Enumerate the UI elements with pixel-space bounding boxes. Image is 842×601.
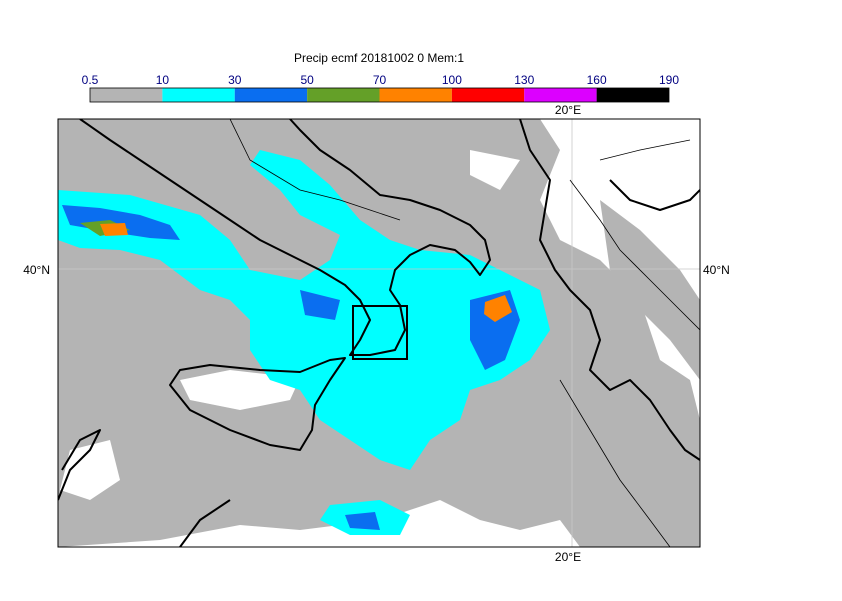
colorbar-segment bbox=[234, 88, 308, 102]
precip-area bbox=[600, 200, 700, 380]
colorbar-label: 0.5 bbox=[82, 73, 99, 87]
colorbar-segment bbox=[90, 88, 163, 102]
colorbar-label: 30 bbox=[228, 73, 242, 87]
dry-area bbox=[60, 150, 520, 500]
lat-label: 40°N bbox=[23, 263, 50, 277]
colorbar: 0.5 10 30 50 70 100 130 160 190 bbox=[82, 73, 679, 103]
colorbar-label: 10 bbox=[156, 73, 170, 87]
border-line bbox=[229, 119, 700, 547]
region-box bbox=[352, 305, 408, 360]
lat-label: 40°N bbox=[703, 263, 730, 277]
colorbar-segment bbox=[379, 88, 452, 102]
colorbar-label: 100 bbox=[442, 73, 462, 87]
colorbar-segment bbox=[451, 88, 525, 102]
colorbar-segment bbox=[596, 88, 669, 102]
title: Precip ecmf 20181002 0 Mem:1 bbox=[294, 51, 464, 65]
colorbar-segment bbox=[524, 88, 597, 102]
colorbar-label: 130 bbox=[514, 73, 534, 87]
coastline bbox=[169, 357, 346, 451]
map-area bbox=[58, 119, 700, 547]
colorbar-label: 190 bbox=[659, 73, 679, 87]
colorbar-outline bbox=[89, 87, 670, 103]
coastline bbox=[58, 429, 231, 547]
colorbar-segment bbox=[307, 88, 380, 102]
coastline bbox=[519, 119, 700, 461]
lon-label: 20°E bbox=[555, 550, 581, 564]
colorbar-segment bbox=[162, 88, 235, 102]
colorbar-label: 70 bbox=[373, 73, 387, 87]
colorbar-label: 160 bbox=[587, 73, 607, 87]
lon-label: 20°E bbox=[555, 103, 581, 117]
colorbar-label: 50 bbox=[300, 73, 314, 87]
map-frame bbox=[57, 118, 701, 548]
